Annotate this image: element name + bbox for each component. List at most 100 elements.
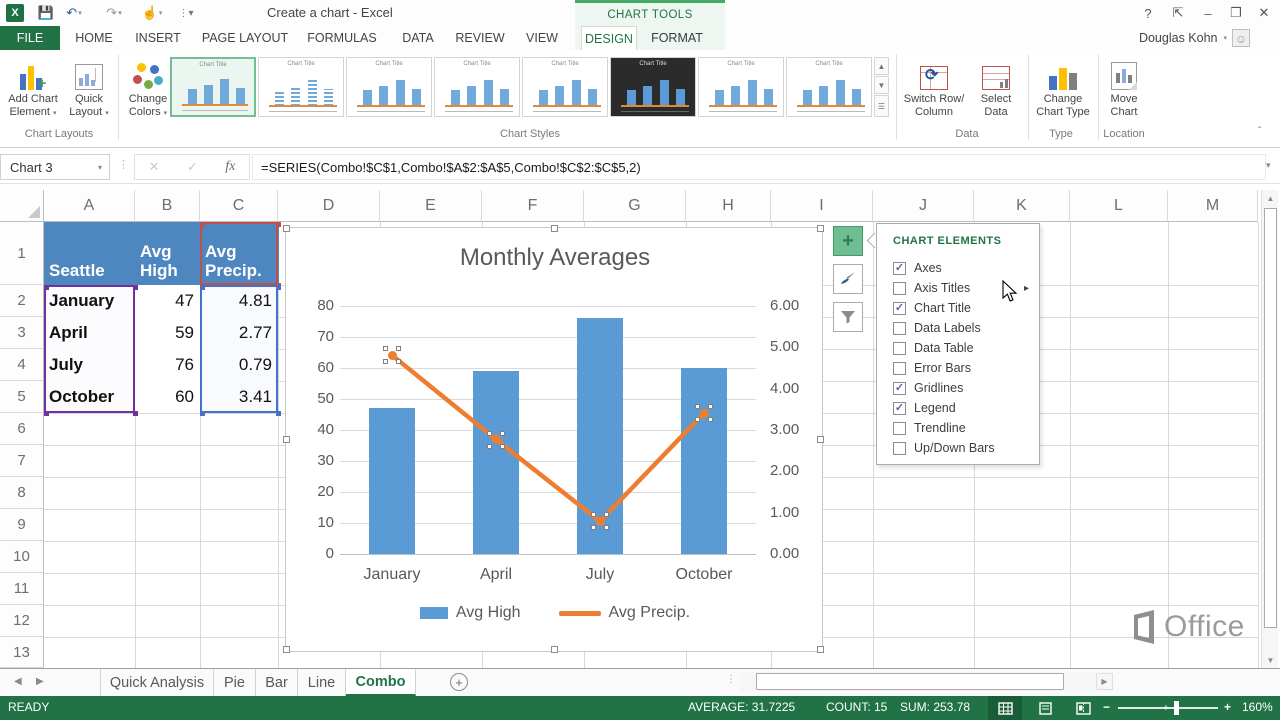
row-header-7[interactable]: 7 bbox=[0, 445, 44, 477]
zoom-out-icon[interactable]: − bbox=[1103, 700, 1110, 714]
tab-scroll-splitter[interactable]: ⋮ bbox=[726, 674, 737, 685]
tab-home[interactable]: HOME bbox=[68, 26, 120, 50]
chart-style-3[interactable]: Chart Title bbox=[346, 57, 432, 117]
column-header-B[interactable]: B bbox=[135, 190, 200, 222]
cell-C1[interactable]: Avg Precip. bbox=[200, 222, 279, 286]
cell-B5[interactable]: 60 bbox=[135, 381, 200, 413]
zoom-in-icon[interactable]: + bbox=[1224, 700, 1231, 714]
row-header-5[interactable]: 5 bbox=[0, 381, 44, 413]
checkbox-unchecked[interactable] bbox=[893, 282, 906, 295]
chart-style-7[interactable]: Chart Title bbox=[698, 57, 784, 117]
panel-item-legend[interactable]: ✓Legend bbox=[893, 398, 1029, 418]
select-data-button[interactable]: Select Data bbox=[970, 54, 1022, 119]
tab-view[interactable]: VIEW bbox=[518, 26, 566, 50]
chart-selection-handle[interactable] bbox=[283, 225, 290, 232]
chart-selection-handle[interactable] bbox=[283, 436, 290, 443]
gallery-scroll-down-icon[interactable]: ▼ bbox=[874, 76, 889, 94]
checkbox-checked[interactable]: ✓ bbox=[893, 382, 906, 395]
row-header-6[interactable]: 6 bbox=[0, 413, 44, 445]
gallery-more-icon[interactable]: ☰ bbox=[874, 95, 889, 117]
row-header-3[interactable]: 3 bbox=[0, 317, 44, 349]
scroll-down-icon[interactable]: ▼ bbox=[1262, 652, 1279, 668]
change-chart-type-button[interactable]: Change Chart Type bbox=[1032, 54, 1094, 119]
sheet-tab-combo[interactable]: Combo bbox=[346, 669, 416, 696]
save-icon[interactable]: 💾 bbox=[36, 4, 56, 22]
column-header-M[interactable]: M bbox=[1168, 190, 1258, 222]
column-header-F[interactable]: F bbox=[482, 190, 584, 222]
column-header-K[interactable]: K bbox=[974, 190, 1070, 222]
chart-selection-handle[interactable] bbox=[551, 646, 558, 653]
minimize-icon[interactable]: – bbox=[1196, 3, 1220, 23]
chart-selection-handle[interactable] bbox=[551, 225, 558, 232]
chart-style-8[interactable]: Chart Title bbox=[786, 57, 872, 117]
line-point-april[interactable] bbox=[492, 435, 501, 444]
row-header-9[interactable]: 9 bbox=[0, 509, 44, 541]
panel-item-up-down-bars[interactable]: Up/Down Bars bbox=[893, 438, 1029, 458]
bar-october[interactable] bbox=[681, 368, 727, 554]
tab-format[interactable]: FORMAT bbox=[646, 26, 708, 50]
insert-function-icon[interactable]: fx bbox=[225, 159, 235, 175]
cell-A4[interactable]: July bbox=[44, 349, 135, 381]
page-layout-view-button[interactable] bbox=[1028, 696, 1062, 720]
select-all-corner[interactable] bbox=[0, 190, 44, 222]
column-header-G[interactable]: G bbox=[584, 190, 686, 222]
panel-item-error-bars[interactable]: Error Bars bbox=[893, 358, 1029, 378]
enter-icon[interactable]: ✓ bbox=[187, 159, 198, 175]
sheet-tab-quick-analysis[interactable]: Quick Analysis bbox=[100, 669, 214, 696]
chart-title[interactable]: Monthly Averages bbox=[286, 244, 824, 272]
row-header-12[interactable]: 12 bbox=[0, 605, 44, 637]
chart-filters-button[interactable] bbox=[833, 302, 863, 332]
row-header-4[interactable]: 4 bbox=[0, 349, 44, 381]
checkbox-checked[interactable]: ✓ bbox=[893, 302, 906, 315]
row-header-10[interactable]: 10 bbox=[0, 541, 44, 573]
account-area[interactable]: Douglas Kohn ▾ ☺ bbox=[1139, 29, 1250, 47]
sheet-tab-bar[interactable]: Bar bbox=[256, 669, 298, 696]
collapse-ribbon-icon[interactable]: ˆ bbox=[1258, 126, 1261, 137]
row-header-2[interactable]: 2 bbox=[0, 285, 44, 317]
formula-bar-splitter[interactable]: ⋮ bbox=[118, 158, 129, 171]
line-point-july[interactable] bbox=[596, 517, 605, 526]
change-colors-button[interactable]: Change Colors ▾ bbox=[122, 54, 174, 120]
chart-style-5[interactable]: Chart Title bbox=[522, 57, 608, 117]
customize-qat-icon[interactable]: ⋮▾ bbox=[176, 4, 196, 22]
line-point-october[interactable] bbox=[700, 409, 709, 418]
bar-january[interactable] bbox=[369, 408, 415, 554]
vertical-scrollbar[interactable]: ▲ ▼ bbox=[1261, 190, 1278, 668]
checkbox-checked[interactable]: ✓ bbox=[893, 262, 906, 275]
column-header-C[interactable]: C bbox=[200, 190, 278, 222]
cell-A1[interactable]: Seattle bbox=[44, 222, 136, 286]
help-icon[interactable]: ? bbox=[1136, 3, 1160, 23]
cell-A2[interactable]: January bbox=[44, 285, 135, 317]
move-chart-button[interactable]: Move Chart bbox=[1100, 54, 1148, 119]
chart-selection-handle[interactable] bbox=[817, 646, 824, 653]
undo-icon[interactable]: ↶▾ bbox=[64, 4, 84, 22]
gallery-scroll-up-icon[interactable]: ▲ bbox=[874, 57, 889, 75]
chart[interactable]: Monthly Averages Avg High Avg Precip. 01… bbox=[285, 227, 823, 652]
switch-row-column-button[interactable]: ⟳ Switch Row/ Column bbox=[902, 54, 966, 119]
panel-item-data-table[interactable]: Data Table bbox=[893, 338, 1029, 358]
page-break-view-button[interactable] bbox=[1066, 696, 1100, 720]
chart-selection-handle[interactable] bbox=[817, 436, 824, 443]
checkbox-unchecked[interactable] bbox=[893, 342, 906, 355]
cell-C4[interactable]: 0.79 bbox=[200, 349, 278, 381]
vertical-scroll-thumb[interactable] bbox=[1264, 208, 1277, 628]
chart-style-4[interactable]: Chart Title bbox=[434, 57, 520, 117]
horizontal-scroll-thumb[interactable] bbox=[756, 673, 1064, 690]
column-header-D[interactable]: D bbox=[278, 190, 380, 222]
chart-style-2[interactable]: Chart Title bbox=[258, 57, 344, 117]
bar-april[interactable] bbox=[473, 371, 519, 554]
cell-C2[interactable]: 4.81 bbox=[200, 285, 278, 317]
quick-layout-button[interactable]: Quick Layout ▾ bbox=[64, 54, 114, 120]
scroll-up-icon[interactable]: ▲ bbox=[1262, 190, 1279, 206]
restore-icon[interactable]: ❐ bbox=[1224, 3, 1248, 23]
cancel-icon[interactable]: ✕ bbox=[149, 159, 160, 175]
panel-item-trendline[interactable]: Trendline bbox=[893, 418, 1029, 438]
sheet-tab-pie[interactable]: Pie bbox=[214, 669, 256, 696]
tab-file[interactable]: FILE bbox=[0, 26, 60, 50]
chart-legend[interactable]: Avg High Avg Precip. bbox=[286, 604, 824, 622]
chart-selection-handle[interactable] bbox=[817, 225, 824, 232]
new-sheet-icon[interactable]: + bbox=[450, 673, 468, 691]
tab-formulas[interactable]: FORMULAS bbox=[304, 26, 380, 50]
column-header-H[interactable]: H bbox=[686, 190, 771, 222]
tab-review[interactable]: REVIEW bbox=[452, 26, 508, 50]
